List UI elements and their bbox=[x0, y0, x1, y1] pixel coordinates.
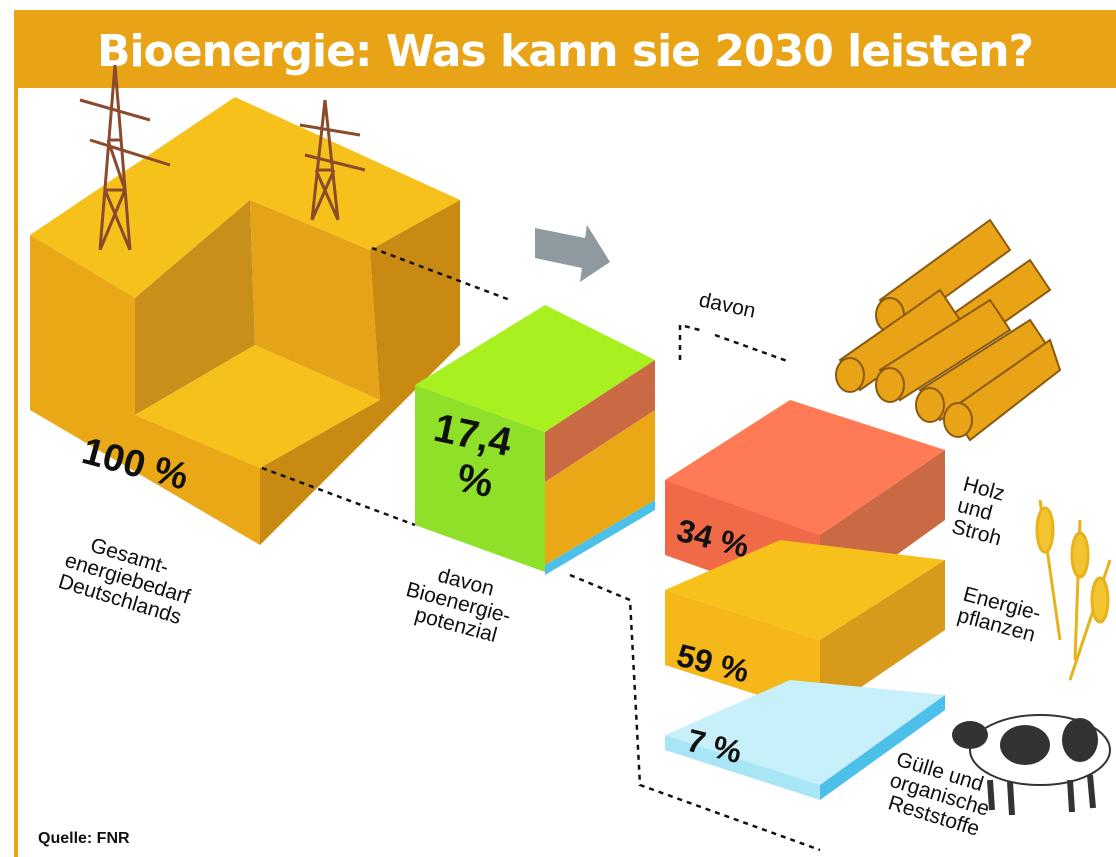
title-bar bbox=[14, 10, 1116, 88]
left-border bbox=[14, 88, 18, 857]
pylons bbox=[79, 64, 366, 251]
title: Bioenergie: Was kann sie 2030 leisten? bbox=[97, 26, 1033, 77]
arrow bbox=[535, 225, 610, 282]
cow-icon bbox=[952, 714, 1111, 816]
total-block bbox=[30, 97, 460, 545]
logs-icon bbox=[835, 218, 1062, 442]
potential-cube bbox=[415, 305, 655, 575]
part-slabs bbox=[665, 400, 945, 800]
wheat-icon bbox=[1035, 499, 1112, 681]
connector-lines bbox=[261, 246, 821, 852]
source: Quelle: FNR bbox=[38, 830, 130, 847]
